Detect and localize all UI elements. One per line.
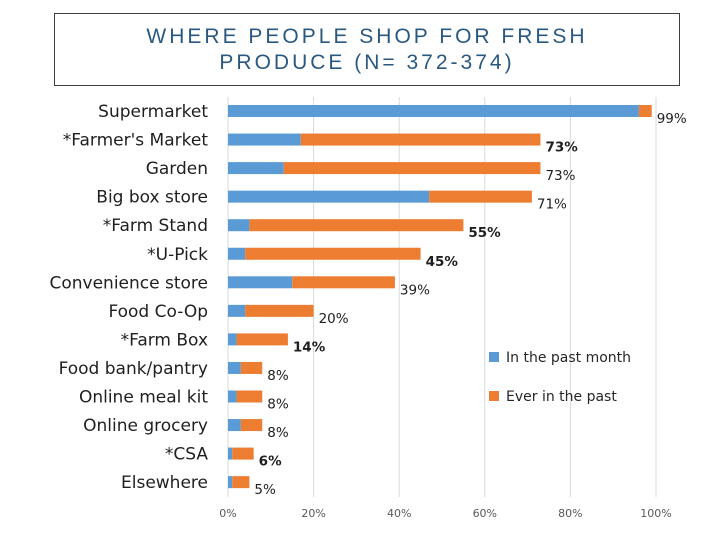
bar-past-month (228, 162, 284, 175)
x-tick-label: 0% (219, 507, 236, 520)
bar-ever-in-past (240, 419, 263, 432)
bar-ever-in-past (638, 105, 652, 117)
legend-label-past-month: In the past month (506, 350, 631, 366)
category-label: Convenience store (49, 273, 208, 293)
category-label: *Farm Stand (103, 216, 208, 236)
category-label: *Farm Box (121, 330, 208, 350)
bar-past-month (228, 304, 246, 317)
bar-ever-in-past (245, 304, 314, 317)
bar-past-month (228, 133, 301, 146)
bar-ever-in-past (283, 162, 541, 175)
bar-ever-in-past (249, 219, 464, 232)
data-label: 73% (545, 168, 575, 184)
bar-ever-in-past (300, 133, 541, 146)
legend-swatch-ever-in-past (489, 391, 499, 401)
bar-past-month (228, 476, 233, 489)
bar-ever-in-past (240, 361, 263, 374)
bar-past-month (228, 276, 293, 289)
bar-past-month (228, 361, 241, 374)
data-label: 45% (426, 254, 459, 270)
data-label: 5% (254, 482, 276, 498)
bar-past-month (228, 219, 250, 232)
x-tick-label: 100% (640, 507, 671, 520)
data-label: 39% (400, 282, 430, 298)
bar-past-month (228, 333, 237, 346)
category-label: Elsewhere (121, 473, 208, 493)
x-tick-label: 20% (301, 507, 325, 520)
data-label: 73% (545, 140, 578, 156)
chart-title-line-2: PRODUCE (N= 372-374) (219, 50, 515, 74)
bar-past-month (228, 390, 237, 403)
category-label: *U-Pick (147, 245, 208, 265)
data-label: 14% (293, 339, 326, 355)
data-label: 20% (319, 311, 349, 327)
chart-title-line-1: WHERE PEOPLE SHOP FOR FRESH (146, 24, 588, 48)
bar-ever-in-past (292, 276, 395, 289)
bar-past-month (228, 105, 639, 117)
data-label: 6% (259, 454, 282, 470)
bar-ever-in-past (232, 476, 250, 489)
bar-ever-in-past (236, 333, 288, 346)
category-label: Food bank/pantry (59, 359, 208, 379)
bar-past-month (228, 190, 430, 203)
bar-past-month (228, 419, 241, 432)
legend-swatch-past-month (489, 352, 499, 362)
data-label: 71% (537, 197, 567, 213)
category-label: Online grocery (83, 416, 208, 436)
bar-ever-in-past (232, 447, 254, 460)
legend-label-ever-in-past: Ever in the past (506, 389, 617, 405)
bar-ever-in-past (429, 190, 532, 203)
category-label: Big box store (96, 188, 208, 208)
bar-ever-in-past (245, 247, 421, 260)
bar-past-month (228, 247, 246, 260)
x-tick-label: 60% (473, 507, 497, 520)
category-label: Garden (146, 159, 208, 179)
data-label: 99% (657, 111, 687, 127)
category-label: *Farmer's Market (63, 131, 209, 151)
data-label: 55% (468, 225, 501, 241)
bar-ever-in-past (236, 390, 263, 403)
chart-title-box: WHERE PEOPLE SHOP FOR FRESH PRODUCE (N= … (54, 13, 680, 86)
data-label: 8% (267, 368, 289, 384)
category-label: Online meal kit (79, 388, 208, 408)
bar-past-month (228, 447, 233, 460)
x-tick-label: 40% (387, 507, 411, 520)
category-label: Food Co-Op (108, 302, 208, 322)
data-label: 8% (267, 425, 289, 441)
x-tick-label: 80% (558, 507, 582, 520)
category-label: *CSA (165, 445, 208, 465)
category-label: Supermarket (98, 102, 208, 122)
data-label: 8% (267, 397, 289, 413)
